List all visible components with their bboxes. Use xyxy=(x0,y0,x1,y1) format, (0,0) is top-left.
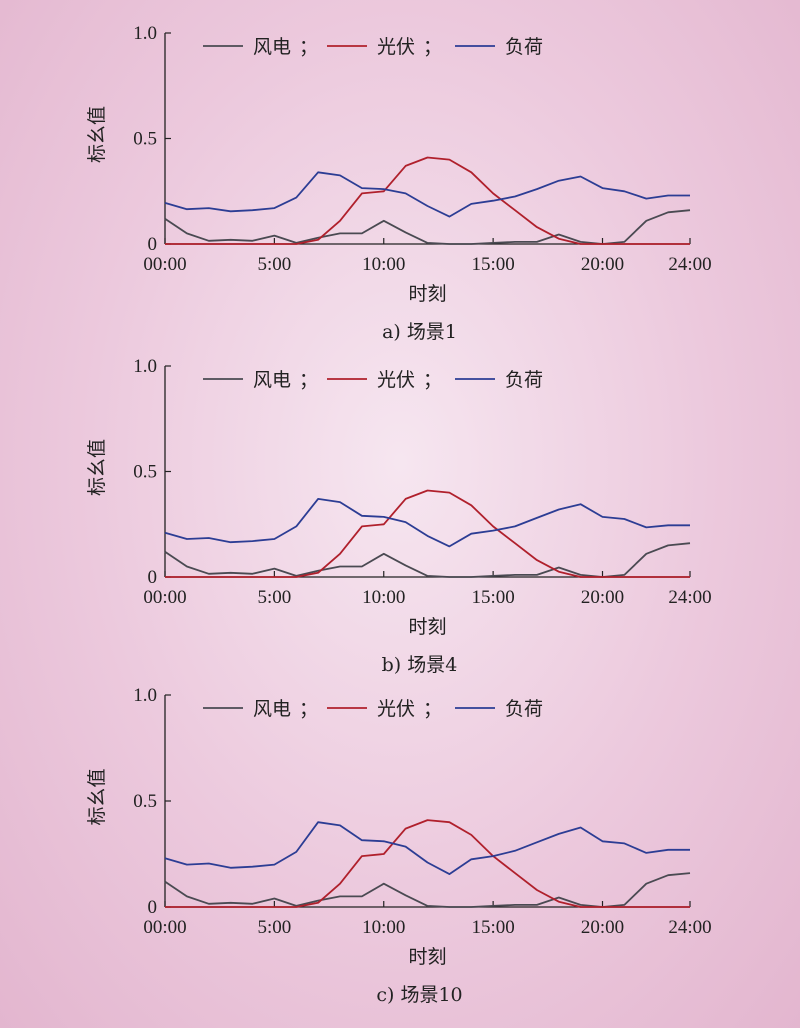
y-tick-label: 0 xyxy=(148,567,158,588)
x-tick-label: 00:00 xyxy=(143,917,186,938)
x-tick-label: 10:00 xyxy=(362,917,405,938)
x-tick-label: 00:00 xyxy=(143,254,186,275)
x-tick-label: 24:00 xyxy=(668,587,711,608)
panel-caption: b) 场景4 xyxy=(382,654,458,676)
series-line-pv xyxy=(165,489,690,578)
x-tick-label: 10:00 xyxy=(362,254,405,275)
chart-panel: 0 0.5 1.0 00:00 5:00 10:00 15:00 20:00 24:00 时刻 标幺… xyxy=(86,356,712,676)
series-line-wind xyxy=(164,209,691,245)
series-line-pv xyxy=(165,819,690,908)
x-axis-label: 时刻 xyxy=(408,616,446,638)
x-tick-label: 5:00 xyxy=(257,254,291,275)
legend-separator: ； xyxy=(423,369,442,391)
y-axis-label: 标幺值 xyxy=(86,768,108,825)
legend-separator: ； xyxy=(299,369,318,391)
y-tick-label: 0 xyxy=(148,234,158,255)
legend-label-load: 负荷 xyxy=(505,36,543,58)
legend-separator: ； xyxy=(299,36,318,58)
x-tick-label: 00:00 xyxy=(143,587,186,608)
x-tick-label: 15:00 xyxy=(471,587,514,608)
x-tick-label: 20:00 xyxy=(581,587,624,608)
legend-label-wind: 风电 xyxy=(253,369,291,391)
series-line-wind xyxy=(164,542,691,578)
y-tick-label: 0.5 xyxy=(133,129,157,150)
series-line-load xyxy=(164,497,690,548)
y-tick-label: 0 xyxy=(148,897,158,918)
legend-label-pv: 光伏 xyxy=(377,36,415,58)
legend-separator: ； xyxy=(299,698,318,720)
x-tick-label: 20:00 xyxy=(581,254,624,275)
x-tick-label: 20:00 xyxy=(581,917,624,938)
panel-caption: c) 场景10 xyxy=(376,984,462,1006)
x-axis-label: 时刻 xyxy=(408,283,446,305)
x-tick-label: 24:00 xyxy=(668,254,711,275)
panel-caption: a) 场景1 xyxy=(382,321,457,343)
legend-label-wind: 风电 xyxy=(253,698,291,720)
series-line-wind xyxy=(164,872,691,908)
y-axis-label: 标幺值 xyxy=(86,106,108,163)
legend-separator: ； xyxy=(423,36,442,58)
legend-label-pv: 光伏 xyxy=(377,698,415,720)
y-tick-label: 1.0 xyxy=(133,685,157,706)
series-line-pv xyxy=(165,156,690,245)
series-line-load xyxy=(164,821,690,875)
x-tick-label: 10:00 xyxy=(362,587,405,608)
x-tick-label: 15:00 xyxy=(471,254,514,275)
chart-panel: 0 0.5 1.0 00:00 5:00 10:00 15:00 20:00 24:00 时刻 标幺… xyxy=(86,685,712,1006)
y-tick-label: 1.0 xyxy=(133,356,157,377)
x-tick-label: 15:00 xyxy=(471,917,514,938)
y-tick-label: 0.5 xyxy=(133,791,157,812)
legend-label-pv: 光伏 xyxy=(377,369,415,391)
x-axis-label: 时刻 xyxy=(408,946,446,968)
legend-separator: ； xyxy=(423,698,442,720)
y-axis-label: 标幺值 xyxy=(86,439,108,496)
x-tick-label: 5:00 xyxy=(257,917,291,938)
x-tick-label: 5:00 xyxy=(257,587,291,608)
chart-panel: 0 0.5 1.0 00:00 5:00 10:00 15:00 20:00 24:00 时刻 标幺… xyxy=(86,23,712,343)
series-line-load xyxy=(164,171,690,218)
legend-label-load: 负荷 xyxy=(505,369,543,391)
y-tick-label: 1.0 xyxy=(133,23,157,44)
x-tick-label: 24:00 xyxy=(668,917,711,938)
legend-label-load: 负荷 xyxy=(505,698,543,720)
legend-label-wind: 风电 xyxy=(253,36,291,58)
y-tick-label: 0.5 xyxy=(133,462,157,483)
